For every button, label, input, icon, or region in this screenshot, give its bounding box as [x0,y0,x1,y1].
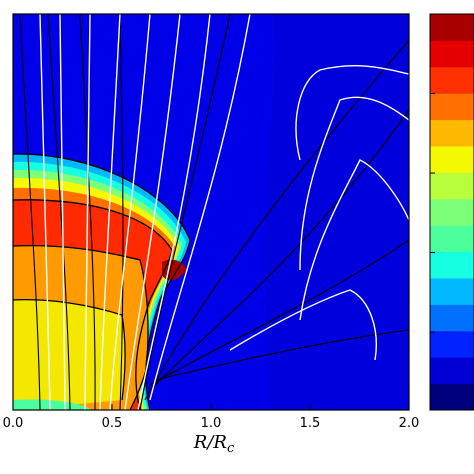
colorbar-segment [430,330,474,358]
x-tick-label: 0.5 [102,416,123,431]
colorbar-segment [430,93,474,121]
contour-band-floor-green [13,399,92,410]
colorbar-segment [430,357,474,385]
black-field-lines [19,14,409,410]
x-tick-label: 2.0 [399,416,420,431]
x-tick-label: 1.0 [201,416,222,431]
colorbar-segment [430,278,474,305]
colorbar-segment [430,304,474,332]
colorbar-segment [430,172,474,200]
colorbar-segment [430,383,474,411]
colorbar-frame [429,13,474,411]
colorbar-segment [430,198,474,226]
colorbar-segment [430,66,474,94]
x-axis-ticks: 0.0 0.5 1.0 1.5 2.0 [3,404,420,431]
colorbar-segment [430,251,474,279]
colorbar-segment [430,14,474,41]
x-tick-label: 1.5 [300,416,321,431]
colorbar [429,13,474,411]
colorbar-segment [430,40,474,68]
colorbar-segment [430,225,474,253]
x-axis-label: R/Rc [193,432,235,456]
colorbar-segment [430,146,474,173]
plot-area [13,14,409,410]
colorbar-segment [430,119,474,147]
white-streamlines [39,14,409,410]
x-tick-label: 0.0 [3,416,24,431]
x-axis-label-subscript: c [227,441,235,456]
